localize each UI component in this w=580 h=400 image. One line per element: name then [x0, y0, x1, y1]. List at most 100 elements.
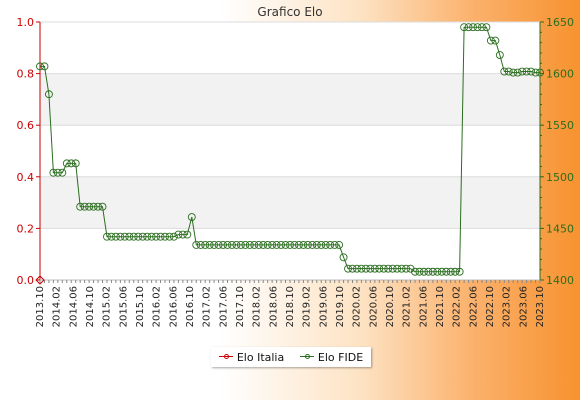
x-tick-label: 2016.06: [168, 286, 179, 327]
point-elo-fide: [89, 202, 98, 211]
point-elo-fide: [62, 159, 71, 168]
point-elo-fide: [178, 230, 187, 239]
left-tick-label: 0.2: [17, 222, 35, 235]
point-elo-fide: [125, 232, 134, 241]
point-elo-fide: [473, 23, 482, 32]
x-tick-label: 2015.10: [135, 286, 146, 327]
point-elo-fide: [138, 232, 147, 241]
left-tick-label: 0.8: [17, 68, 35, 81]
chart-title: Grafico Elo: [257, 5, 322, 19]
point-elo-fide: [312, 240, 321, 249]
right-tick-label: 1450: [546, 222, 574, 235]
point-elo-fide: [504, 67, 513, 76]
grid-band: [40, 73, 540, 126]
point-elo-fide: [353, 264, 361, 273]
legend-swatch-elo-fide: [299, 352, 314, 362]
x-tick-label: 2022.02: [452, 286, 463, 327]
point-elo-fide: [111, 232, 120, 241]
point-elo-fide: [522, 67, 531, 76]
point-elo-fide: [509, 68, 518, 77]
x-tick-label: 2020.02: [352, 286, 363, 327]
point-elo-fide: [201, 240, 210, 249]
legend-swatch-elo-italia: [218, 352, 233, 362]
point-elo-fide: [174, 230, 183, 239]
point-elo-fide: [245, 240, 254, 249]
point-elo-fide: [263, 240, 272, 249]
point-elo-fide: [536, 68, 544, 77]
point-elo-fide: [357, 264, 366, 273]
point-elo-fide: [303, 240, 312, 249]
point-elo-fide: [411, 267, 419, 276]
point-elo-fide: [147, 232, 156, 241]
point-elo-fide: [250, 240, 259, 249]
x-tick-label: 2016.02: [152, 286, 163, 327]
point-elo-fide: [455, 267, 464, 276]
x-tick-label: 2023.06: [518, 286, 529, 327]
point-elo-fide: [116, 232, 125, 241]
point-elo-fide: [308, 240, 317, 249]
point-elo-fide: [80, 202, 89, 211]
point-elo-fide: [187, 213, 196, 221]
x-tick-label: 2015.06: [118, 286, 129, 327]
point-elo-fide: [259, 240, 268, 249]
left-tick-label: 0.6: [17, 119, 35, 132]
x-tick-label: 2017.02: [202, 286, 213, 327]
point-elo-fide: [67, 159, 76, 168]
point-elo-fide: [183, 230, 192, 239]
x-tick-label: 2020.10: [385, 286, 396, 327]
point-elo-fide: [223, 240, 232, 249]
right-tick-label: 1650: [546, 16, 574, 29]
point-elo-fide: [424, 267, 433, 276]
point-elo-fide: [451, 267, 460, 276]
point-elo-fide: [214, 240, 223, 249]
point-elo-fide: [76, 202, 85, 211]
point-elo-fide: [419, 267, 428, 276]
x-tick-label: 2016.10: [185, 286, 196, 327]
grid-band: [40, 176, 540, 229]
point-elo-fide: [219, 240, 227, 249]
point-elo-fide: [379, 264, 388, 273]
point-elo-fide: [196, 240, 205, 249]
point-elo-fide: [299, 240, 308, 249]
point-elo-fide: [134, 232, 143, 241]
x-tick-label: 2022.10: [485, 286, 496, 327]
point-elo-fide: [464, 23, 473, 32]
point-elo-fide: [169, 232, 178, 241]
point-elo-fide: [317, 240, 326, 249]
point-elo-fide: [397, 264, 406, 273]
point-elo-fide: [165, 232, 174, 241]
x-tick-label: 2014.02: [52, 286, 63, 327]
legend-label-elo-fide: Elo FIDE: [317, 350, 364, 364]
point-elo-fide: [192, 240, 201, 249]
x-tick-label: 2017.06: [218, 286, 229, 327]
point-elo-fide: [460, 23, 469, 32]
legend-item-elo-italia: Elo Italia: [218, 351, 284, 364]
point-elo-fide: [286, 240, 294, 249]
point-elo-fide: [527, 67, 536, 76]
point-elo-fide: [388, 264, 397, 273]
point-elo-fide: [370, 264, 379, 273]
point-elo-fide: [442, 267, 451, 276]
point-elo-fide: [210, 240, 219, 249]
point-elo-fide: [241, 240, 250, 249]
point-elo-fide: [85, 202, 94, 211]
point-elo-fide: [156, 232, 165, 241]
point-elo-fide: [228, 240, 236, 249]
point-elo-fide: [44, 90, 53, 99]
point-elo-fide: [348, 264, 357, 273]
point-elo-fide: [469, 23, 477, 32]
x-tick-label: 2023.02: [502, 286, 513, 327]
point-elo-fide: [518, 67, 527, 76]
point-elo-fide: [120, 232, 129, 241]
point-elo-fide: [384, 264, 393, 273]
point-elo-fide: [330, 240, 339, 249]
x-tick-label: 2014.06: [68, 286, 79, 327]
x-tick-label: 2018.06: [268, 286, 279, 327]
point-elo-fide: [500, 67, 509, 76]
point-elo-fide: [415, 267, 424, 276]
x-tick-label: 2015.02: [102, 286, 113, 327]
point-elo-fide: [281, 240, 290, 249]
right-tick-label: 1550: [546, 119, 574, 132]
